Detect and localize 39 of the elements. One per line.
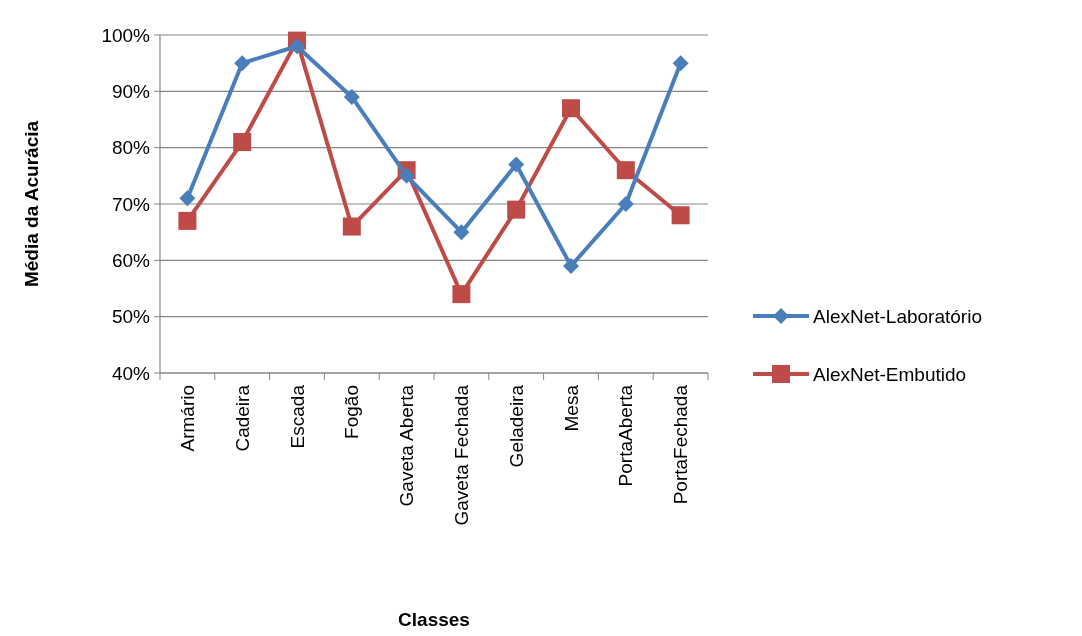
point <box>233 133 252 152</box>
y-tick-label: 100% <box>101 24 151 46</box>
x-tick-label: Gaveta Aberta <box>396 384 418 507</box>
point <box>507 200 526 219</box>
x-tick-label: Mesa <box>560 384 582 432</box>
y-axis-title: Média da Acurácia <box>21 120 42 288</box>
x-tick-label: Cadeira <box>231 384 253 452</box>
x-tick-label: Fogão <box>341 385 363 439</box>
point <box>671 206 690 225</box>
point <box>452 285 471 304</box>
x-tick-label: Geladeira <box>505 384 527 468</box>
x-tick-label: Escada <box>286 384 308 449</box>
y-tick-label: 80% <box>111 137 151 159</box>
legend-label: AlexNet-Laboratório <box>813 305 982 327</box>
point <box>289 38 305 55</box>
point <box>672 55 689 72</box>
y-tick-label: 60% <box>111 249 151 271</box>
point <box>342 217 361 236</box>
y-tick-label: 40% <box>111 362 151 384</box>
y-tick-label: 50% <box>111 306 151 328</box>
point <box>562 99 580 118</box>
point <box>179 190 196 207</box>
x-tick-label: PortaAberta <box>615 384 637 487</box>
legend-label: AlexNet-Embutido <box>813 363 967 385</box>
point <box>563 257 579 274</box>
x-tick-label: Gaveta Fechada <box>451 384 473 526</box>
point <box>178 211 197 230</box>
point <box>616 161 635 180</box>
x-tick-label: Armário <box>177 385 199 452</box>
point <box>453 224 470 241</box>
x-tick-label: PortaFechada <box>670 384 692 505</box>
point <box>234 55 251 72</box>
point <box>343 88 360 105</box>
x-axis-title: Classes <box>398 609 470 630</box>
y-tick-label: 90% <box>111 80 151 102</box>
point <box>508 156 525 173</box>
y-tick-label: 70% <box>111 193 151 215</box>
point <box>617 196 634 212</box>
point <box>398 167 415 184</box>
